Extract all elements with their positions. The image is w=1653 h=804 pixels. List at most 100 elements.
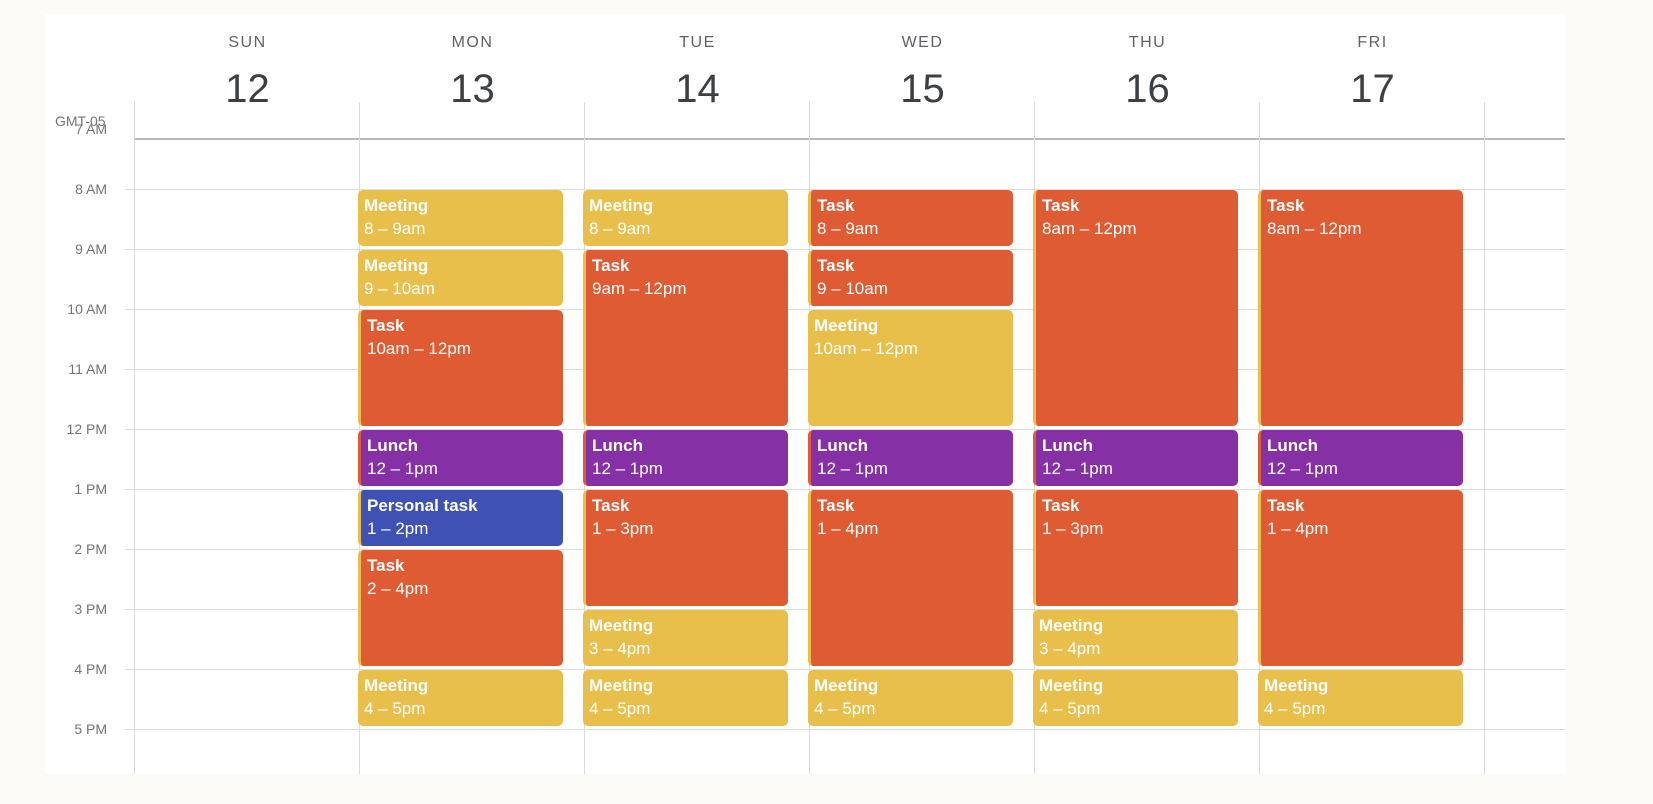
event-time: 1 – 3pm — [592, 519, 654, 538]
event-lunch[interactable]: Lunch 12 – 1pm — [583, 430, 788, 486]
event-title: Personal task — [367, 496, 478, 515]
day-number-14[interactable]: 14 — [675, 67, 720, 111]
event-title: Meeting — [364, 256, 429, 275]
event-time: 8am – 12pm — [1267, 219, 1362, 238]
event-title: Task — [367, 556, 405, 575]
time-label: 3 PM — [74, 601, 107, 617]
event-meeting[interactable]: Meeting 8 – 9am — [358, 190, 563, 246]
event-time: 10am – 12pm — [814, 339, 918, 358]
event-meeting[interactable]: Meeting 9 – 10am — [358, 250, 563, 306]
event-title: Meeting — [1039, 616, 1104, 635]
event-meeting[interactable]: Meeting 3 – 4pm — [1033, 610, 1238, 666]
day-name-tue: TUE — [679, 34, 716, 51]
event-task[interactable]: Task 8 – 9am — [808, 190, 1013, 246]
time-label: 10 AM — [67, 301, 107, 317]
event-title: Lunch — [592, 436, 643, 455]
event-time: 12 – 1pm — [592, 459, 663, 478]
event-time: 1 – 3pm — [1042, 519, 1104, 538]
event-meeting[interactable]: Meeting 4 – 5pm — [808, 670, 1013, 726]
event-time: 10am – 12pm — [367, 339, 471, 358]
time-label: 7 AM — [75, 121, 107, 137]
event-title: Meeting — [589, 196, 654, 215]
event-time: 8am – 12pm — [1042, 219, 1137, 238]
column-divider — [134, 102, 135, 774]
time-label: 8 AM — [75, 181, 107, 197]
event-time: 1 – 4pm — [1267, 519, 1329, 538]
event-time: 8 – 9am — [589, 219, 651, 238]
event-lunch[interactable]: Lunch 12 – 1pm — [1258, 430, 1463, 486]
event-time: 12 – 1pm — [1267, 459, 1338, 478]
event-title: Meeting — [364, 676, 429, 695]
calendar-week-view: SUN 12 MON 13 TUE 14 WED 15 THU 16 FRI 17 GMT-05 7 … — [45, 14, 1565, 774]
hour-gridline — [125, 729, 1565, 730]
day-name-thu: THU — [1128, 34, 1167, 51]
event-time: 12 – 1pm — [1042, 459, 1113, 478]
event-time: 1 – 2pm — [367, 519, 429, 538]
event-meeting[interactable]: Meeting 3 – 4pm — [583, 610, 788, 666]
event-title: Task — [1042, 196, 1080, 215]
header-divider — [135, 138, 1565, 140]
day-number-17[interactable]: 17 — [1350, 67, 1395, 111]
event-time: 4 – 5pm — [814, 699, 876, 718]
day-number-13[interactable]: 13 — [450, 67, 495, 111]
event-time: 9am – 12pm — [592, 279, 687, 298]
event-meeting[interactable]: Meeting 4 – 5pm — [583, 670, 788, 726]
event-title: Task — [817, 196, 855, 215]
event-task[interactable]: Task 9 – 10am — [808, 250, 1013, 306]
event-lunch[interactable]: Lunch 12 – 1pm — [808, 430, 1013, 486]
day-number-15[interactable]: 15 — [900, 67, 945, 111]
day-number-16[interactable]: 16 — [1125, 67, 1170, 111]
hour-gridline — [125, 489, 1565, 490]
hour-gridline — [125, 189, 1565, 190]
event-task[interactable]: Task 8am – 12pm — [1258, 190, 1463, 426]
event-title: Task — [817, 256, 855, 275]
hour-gridline — [125, 309, 1565, 310]
event-task[interactable]: Task 8am – 12pm — [1033, 190, 1238, 426]
event-task[interactable]: Task 10am – 12pm — [358, 310, 563, 426]
hour-gridline — [125, 429, 1565, 430]
event-time: 3 – 4pm — [589, 639, 651, 658]
event-meeting[interactable]: Meeting 8 – 9am — [583, 190, 788, 246]
event-title: Meeting — [589, 616, 654, 635]
event-title: Meeting — [1039, 676, 1104, 695]
hour-gridline — [125, 669, 1565, 670]
day-number-12[interactable]: 12 — [225, 67, 270, 111]
event-task[interactable]: Task 9am – 12pm — [583, 250, 788, 426]
event-task[interactable]: Task 1 – 3pm — [1033, 490, 1238, 606]
event-title: Lunch — [817, 436, 868, 455]
event-time: 4 – 5pm — [1264, 699, 1326, 718]
event-lunch[interactable]: Lunch 12 – 1pm — [358, 430, 563, 486]
event-lunch[interactable]: Lunch 12 – 1pm — [1033, 430, 1238, 486]
event-title: Task — [592, 496, 630, 515]
event-title: Lunch — [1267, 436, 1318, 455]
time-label: 1 PM — [74, 481, 107, 497]
day-name-sun: SUN — [228, 34, 267, 51]
event-title: Meeting — [1264, 676, 1329, 695]
day-name-wed: WED — [901, 34, 944, 51]
event-time: 3 – 4pm — [1039, 639, 1101, 658]
event-meeting[interactable]: Meeting 10am – 12pm — [808, 310, 1013, 426]
event-task[interactable]: Task 1 – 4pm — [1258, 490, 1463, 666]
event-title: Task — [367, 316, 405, 335]
event-task[interactable]: Task 1 – 4pm — [808, 490, 1013, 666]
event-time: 12 – 1pm — [367, 459, 438, 478]
event-title: Task — [1042, 496, 1080, 515]
time-label: 5 PM — [74, 721, 107, 737]
event-task[interactable]: Task 2 – 4pm — [358, 550, 563, 666]
event-personal-task[interactable]: Personal task 1 – 2pm — [358, 490, 563, 546]
event-title: Task — [1267, 196, 1305, 215]
event-task[interactable]: Task 1 – 3pm — [583, 490, 788, 606]
event-meeting[interactable]: Meeting 4 – 5pm — [358, 670, 563, 726]
day-name-mon: MON — [451, 34, 494, 51]
event-time: 1 – 4pm — [817, 519, 879, 538]
timezone-label: GMT-05 — [55, 113, 106, 129]
time-label: 11 AM — [68, 361, 107, 377]
event-title: Task — [817, 496, 855, 515]
event-time: 2 – 4pm — [367, 579, 429, 598]
event-meeting[interactable]: Meeting 4 – 5pm — [1258, 670, 1463, 726]
event-meeting[interactable]: Meeting 4 – 5pm — [1033, 670, 1238, 726]
event-time: 9 – 10am — [817, 279, 888, 298]
time-label: 2 PM — [74, 541, 107, 557]
day-name-fri: FRI — [1357, 34, 1388, 51]
time-label: 9 AM — [75, 241, 107, 257]
